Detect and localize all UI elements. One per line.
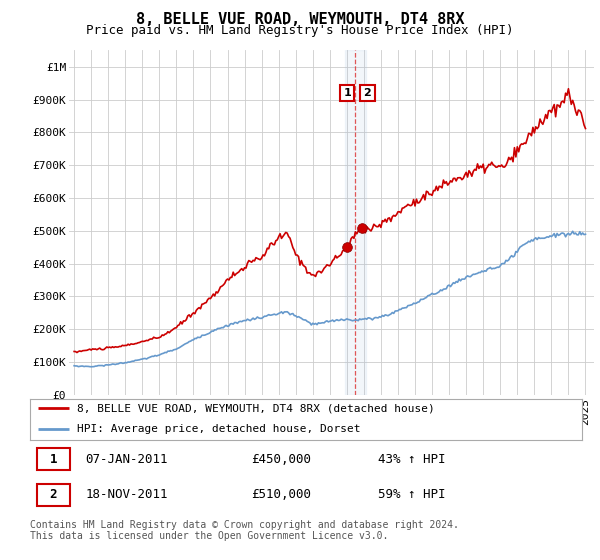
Bar: [345, 50, 365, 395]
Text: 59% ↑ HPI: 59% ↑ HPI: [378, 488, 445, 501]
Text: Price paid vs. HM Land Registry's House Price Index (HPI): Price paid vs. HM Land Registry's House …: [86, 24, 514, 36]
Bar: [37, 448, 70, 470]
Text: £510,000: £510,000: [251, 488, 311, 501]
Text: Contains HM Land Registry data © Crown copyright and database right 2024.
This d: Contains HM Land Registry data © Crown c…: [30, 520, 459, 542]
Text: 2: 2: [49, 488, 57, 501]
Text: 2: 2: [364, 88, 371, 98]
Text: 1: 1: [343, 88, 351, 98]
Text: 43% ↑ HPI: 43% ↑ HPI: [378, 452, 445, 465]
Text: 18-NOV-2011: 18-NOV-2011: [85, 488, 168, 501]
Text: £450,000: £450,000: [251, 452, 311, 465]
Text: 8, BELLE VUE ROAD, WEYMOUTH, DT4 8RX: 8, BELLE VUE ROAD, WEYMOUTH, DT4 8RX: [136, 12, 464, 27]
Text: 07-JAN-2011: 07-JAN-2011: [85, 452, 168, 465]
Text: 1: 1: [49, 452, 57, 465]
Text: HPI: Average price, detached house, Dorset: HPI: Average price, detached house, Dors…: [77, 424, 361, 434]
Bar: [37, 484, 70, 506]
Text: 8, BELLE VUE ROAD, WEYMOUTH, DT4 8RX (detached house): 8, BELLE VUE ROAD, WEYMOUTH, DT4 8RX (de…: [77, 403, 434, 413]
